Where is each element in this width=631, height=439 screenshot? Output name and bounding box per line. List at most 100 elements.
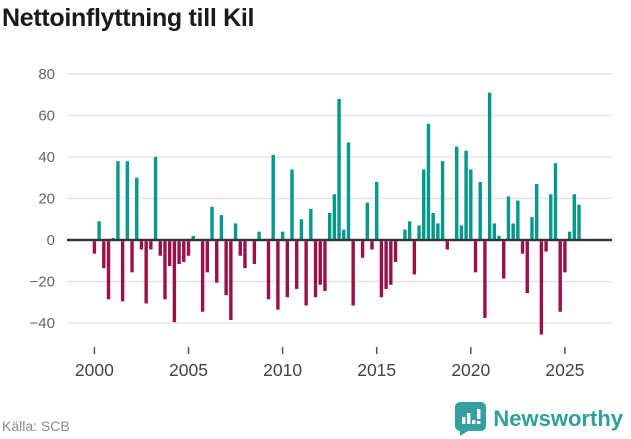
- bar-2008Q4: [257, 231, 261, 240]
- bar-2010Q4: [295, 241, 299, 289]
- bar-2025Q1: [563, 241, 567, 273]
- bar-2003Q1: [149, 241, 153, 250]
- newsworthy-logo[interactable]: Newsworthy: [455, 402, 623, 436]
- bar-2009Q2: [266, 241, 271, 300]
- bar-2004Q4: [182, 241, 186, 262]
- x-axis-label-2000: 2000: [75, 360, 114, 380]
- bar-2018Q4: [445, 241, 449, 250]
- bar-2009Q4: [276, 241, 280, 310]
- x-axis-tick-2015: [375, 347, 378, 354]
- bar-2006Q1: [205, 241, 210, 273]
- bar-2005Q4: [200, 241, 205, 312]
- bar-2017Q1: [412, 241, 417, 275]
- bar-2022Q2: [511, 223, 515, 240]
- bar-2023Q2: [530, 217, 534, 240]
- bar-2012Q1: [318, 241, 322, 285]
- bar-2025Q3: [572, 194, 577, 240]
- bar-2001Q4: [125, 161, 130, 240]
- y-axis-label-80: 80: [38, 66, 55, 83]
- bar-2018Q1: [431, 213, 435, 240]
- bar-2010Q2: [285, 241, 290, 298]
- bar-2022Q4: [520, 241, 525, 254]
- bar-2024Q3: [553, 163, 558, 240]
- bar-2010Q1: [280, 231, 285, 240]
- bar-2021Q4: [502, 241, 506, 279]
- newsworthy-logo-text: Newsworthy: [493, 406, 623, 431]
- bar-2000Q1: [92, 241, 97, 254]
- bar-2020Q3: [478, 181, 482, 240]
- bar-2019Q4: [464, 150, 468, 240]
- bar-2012Q4: [332, 194, 337, 240]
- x-axis-label-2005: 2005: [169, 360, 208, 380]
- bar-2017Q4: [426, 123, 431, 240]
- bar-2010Q3: [290, 169, 294, 240]
- bar-2000Q4: [106, 241, 111, 300]
- x-axis-label-2015: 2015: [357, 360, 396, 380]
- chart-footer: Källa: SCB Newsworthy: [0, 400, 631, 439]
- bar-2006Q3: [215, 241, 219, 283]
- y-axis-label-20: 20: [38, 191, 55, 208]
- bar-2001Q2: [116, 161, 120, 240]
- bar-2017Q2: [417, 225, 421, 240]
- bar-2005Q1: [186, 241, 191, 256]
- bar-2014Q3: [365, 202, 369, 240]
- source-note: Källa: SCB: [2, 418, 70, 434]
- bar-2008Q1: [243, 241, 247, 269]
- bar-2023Q3: [534, 183, 539, 240]
- bar-2018Q2: [436, 223, 440, 240]
- bar-2019Q3: [459, 225, 464, 240]
- bar-2022Q3: [516, 200, 520, 240]
- bar-2018Q3: [440, 161, 445, 240]
- bar-2002Q2: [135, 177, 139, 240]
- bar-2013Q3: [346, 142, 351, 240]
- bar-2008Q3: [252, 241, 257, 265]
- bar-2003Q3: [158, 241, 162, 256]
- bar-2024Q2: [549, 194, 553, 240]
- bar-2002Q1: [130, 241, 134, 273]
- gridline-80: [67, 73, 612, 75]
- x-axis-tick-2020: [470, 347, 472, 354]
- bar-2004Q3: [177, 241, 181, 265]
- y-axis-label-40: 40: [38, 149, 55, 166]
- bar-2001Q3: [120, 241, 125, 302]
- x-axis-label-2010: 2010: [263, 360, 302, 380]
- bar-2020Q1: [469, 169, 473, 240]
- bar-2012Q2: [323, 241, 327, 291]
- bar-2011Q1: [299, 219, 304, 240]
- chart-canvas: 80 60 40 20 0 −20 −40 2000 2005 2010 2015 2020 2025: [30, 66, 612, 380]
- bar-2004Q2: [172, 241, 177, 323]
- y-axis-label-60: 60: [38, 108, 55, 125]
- bar-2005Q2: [191, 235, 195, 240]
- bar-2013Q1: [337, 98, 341, 241]
- bar-2020Q4: [483, 241, 487, 318]
- bar-2007Q1: [224, 241, 228, 296]
- bar-2015Q3: [384, 241, 388, 289]
- bar-2009Q3: [271, 154, 275, 240]
- bar-2016Q4: [407, 221, 412, 240]
- bar-2015Q2: [379, 241, 384, 298]
- bar-2020Q2: [473, 241, 478, 273]
- bar-2011Q4: [313, 241, 318, 298]
- bar-2006Q2: [210, 206, 214, 240]
- bar-2021Q3: [497, 235, 501, 240]
- bar-2024Q1: [544, 241, 548, 252]
- bar-2013Q2: [342, 229, 346, 240]
- bar-2022Q1: [506, 196, 511, 240]
- x-axis-label-2025: 2025: [545, 360, 584, 380]
- bar-2024Q4: [558, 241, 562, 312]
- bar-2007Q4: [238, 241, 242, 256]
- bar-2011Q2: [304, 241, 308, 306]
- bar-2025Q2: [567, 231, 572, 240]
- bar-2012Q3: [327, 213, 332, 240]
- chart-title: Nettoinflyttning till Kil: [2, 4, 255, 32]
- bar-2021Q2: [492, 223, 497, 240]
- bar-2000Q2: [97, 221, 101, 240]
- x-axis-tick-2025: [564, 347, 566, 354]
- bar-2000Q3: [102, 241, 106, 269]
- y-axis-label-−40: −40: [30, 315, 55, 332]
- bar-2002Q3: [139, 241, 144, 250]
- bar-2025Q4: [577, 204, 581, 240]
- bar-2019Q2: [454, 146, 459, 240]
- bar-2016Q1: [393, 241, 398, 262]
- bar-2004Q1: [167, 241, 172, 267]
